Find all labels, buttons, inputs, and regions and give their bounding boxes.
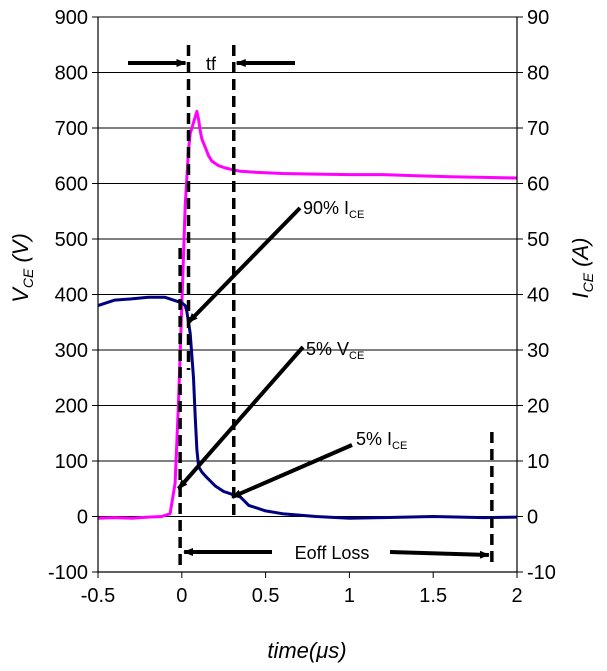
y-right-tick-label-6: 50 [527, 229, 549, 251]
y-left-tick-label-2: 100 [55, 451, 88, 473]
annotation-label-2: 5% ICE [356, 429, 407, 452]
annotation-label-0: 90% ICE [303, 198, 364, 221]
y-left-tick-label-4: 300 [55, 340, 88, 362]
eoff-arrow-right [389, 550, 490, 559]
x-axis-title: time(μs) [267, 638, 346, 663]
y-right-tick-label-3: 20 [527, 396, 549, 418]
x-tick-label-5: 2 [511, 585, 522, 607]
annotation-arrow-2 [231, 443, 353, 499]
y-right-tick-label-2: 10 [527, 451, 549, 473]
y-axis-right-title: ICE (A) [568, 237, 596, 298]
tf-label: tf [206, 54, 217, 74]
y-left-tick-label-1: 0 [77, 507, 88, 529]
y-left-tick-label-5: 400 [55, 285, 88, 307]
y-right-tick-label-0: -10 [527, 562, 556, 584]
x-tick-label-4: 1.5 [419, 585, 447, 607]
x-tick-label-2: 0.5 [252, 585, 280, 607]
x-tick-label-0: -0.5 [81, 585, 115, 607]
series-layer [97, 109, 518, 520]
x-tick-label-1: 0 [176, 585, 187, 607]
gridlines [98, 16, 517, 573]
y-right-tick-label-10: 90 [527, 7, 549, 29]
axes: -1000100200300400500600700800900-1001020… [48, 7, 556, 607]
y-left-tick-label-9: 800 [55, 63, 88, 85]
y-axis-left-title: VCE (V) [8, 233, 36, 303]
y-left-tick-label-6: 500 [55, 229, 88, 251]
vce-series-line [97, 109, 518, 520]
y-left-tick-label-7: 600 [55, 174, 88, 196]
ice-series-line [97, 295, 518, 520]
x-tick-label-3: 1 [344, 585, 355, 607]
y-right-tick-label-7: 60 [527, 174, 549, 196]
y-left-tick-label-0: -100 [48, 562, 88, 584]
y-left-tick-label-10: 900 [55, 7, 88, 29]
y-right-tick-label-5: 40 [527, 285, 549, 307]
markers-layer: tf Eoff Loss [128, 45, 494, 565]
y-left-tick-label-3: 200 [55, 396, 88, 418]
annotation-arrow-0 [187, 206, 302, 324]
annotation-arrow-1 [176, 345, 305, 491]
y-right-tick-label-1: 0 [527, 507, 538, 529]
eoff-loss-label: Eoff Loss [295, 543, 370, 563]
annotation-label-1: 5% VCE [306, 339, 364, 362]
y-right-tick-label-4: 30 [527, 340, 549, 362]
y-right-tick-label-8: 70 [527, 118, 549, 140]
y-right-tick-label-9: 80 [527, 63, 549, 85]
y-left-tick-label-8: 700 [55, 118, 88, 140]
annotations-layer: 90% ICE 5% VCE 5% ICE [176, 198, 407, 499]
